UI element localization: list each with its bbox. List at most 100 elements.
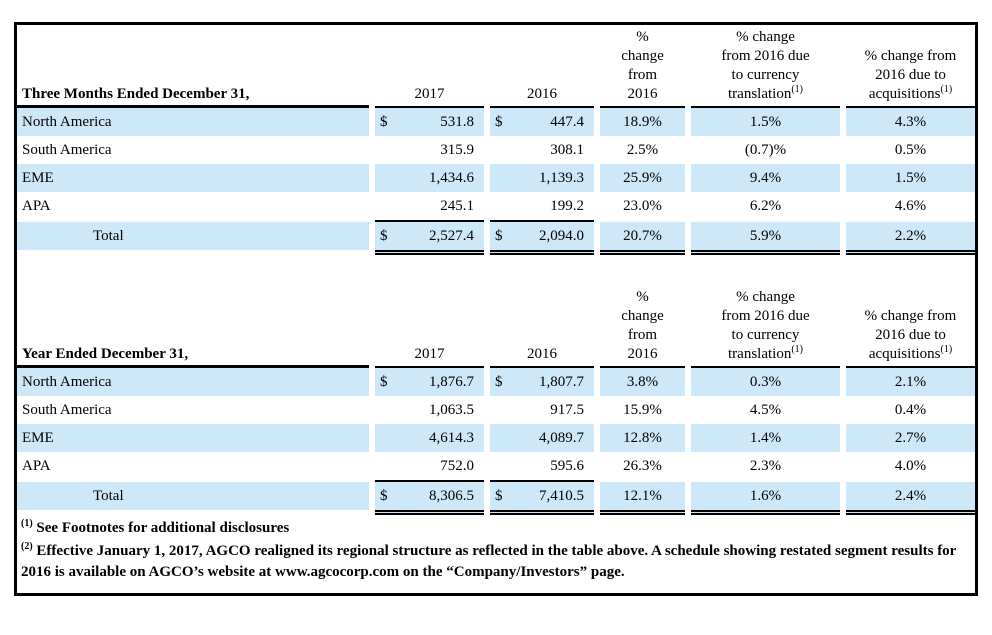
table-row-total: Total $2,527.4 $2,094.0 20.7% 5.9% 2.2% (17, 222, 975, 255)
footnote-marker: (2) (21, 541, 33, 552)
column-header-pct-acquisitions: % change from 2016 due to acquisitions(1… (846, 304, 975, 368)
table-row-total: Total $8,306.5 $7,410.5 12.1% 1.6% 2.4% (17, 482, 975, 515)
value-2017: 2,527.4 (429, 227, 474, 244)
column-header-pct-change: % change from 2016 (600, 25, 685, 108)
column-header-pct-acquisitions: % change from 2016 due to acquisitions(1… (846, 44, 975, 108)
value-2017: 315.9 (440, 141, 474, 158)
column-header-2017: 2017 (375, 342, 484, 368)
footnote-ref-1: (1) (791, 344, 803, 355)
value-2016: 4,089.7 (539, 429, 584, 446)
pct-change: 15.9% (623, 401, 662, 418)
region-label: APA (22, 457, 51, 474)
pct-change: 26.3% (623, 457, 662, 474)
value-2016: 1,139.3 (539, 169, 584, 186)
column-header-pct-currency: % change from 2016 due to currency trans… (691, 25, 840, 108)
header-row: Year Ended December 31, 2017 2016 % chan… (17, 255, 975, 368)
pct-change-currency: 9.4% (691, 164, 840, 192)
dollar-sign: $ (495, 487, 503, 504)
pct-change-currency: 6.2% (749, 197, 782, 214)
pct-change-acquisitions: 2.7% (846, 424, 975, 452)
column-header-pct-currency: % change from 2016 due to currency trans… (691, 285, 840, 368)
value-2016: 308.1 (550, 141, 584, 158)
pct-change-acquisitions: 1.5% (846, 164, 975, 192)
table-row-south-america: South America 1,063.5 917.5 15.9% 4.5% 0… (17, 396, 975, 424)
region-label: EME (17, 424, 369, 452)
pct-change: 23.0% (623, 197, 662, 214)
value-2016: 2,094.0 (539, 227, 584, 244)
pct-change-acquisitions: 2.4% (846, 482, 975, 515)
pct-change-acquisitions: 2.1% (846, 368, 975, 396)
value-2017: 1,876.7 (429, 373, 474, 390)
value-2017: 1,434.6 (429, 169, 474, 186)
pct-change-currency: 5.9% (691, 222, 840, 255)
pct-change-currency: 1.4% (691, 424, 840, 452)
table-row-north-america: North America $531.8 $447.4 18.9% 1.5% 4… (17, 108, 975, 136)
table-row-apa: APA 245.1 199.2 23.0% 6.2% 4.6% (17, 192, 975, 222)
value-2017: 8,306.5 (429, 487, 474, 504)
footnote-2: (2) Effective January 1, 2017, AGCO real… (21, 541, 965, 583)
pct-change: 20.7% (600, 222, 685, 255)
pct-change-acquisitions: 2.2% (846, 222, 975, 255)
value-2016: 447.4 (550, 113, 584, 130)
footnote-text: Effective January 1, 2017, AGCO realigne… (21, 543, 957, 580)
column-header-pct-change: % change from 2016 (600, 285, 685, 368)
table-row-apa: APA 752.0 595.6 26.3% 2.3% 4.0% (17, 452, 975, 482)
dollar-sign: $ (380, 227, 388, 244)
pct-change: 12.8% (600, 424, 685, 452)
table-row-north-america: North America $1,876.7 $1,807.7 3.8% 0.3… (17, 368, 975, 396)
table-title: Three Months Ended December 31, (17, 86, 369, 108)
pct-change-currency: (0.7)% (744, 141, 787, 158)
footnote-1: (1) See Footnotes for additional disclos… (21, 518, 965, 539)
footnote-ref-1: (1) (940, 84, 953, 95)
value-2016: 917.5 (550, 401, 584, 418)
pct-change-acquisitions: 4.0% (894, 457, 927, 474)
dollar-sign: $ (380, 487, 388, 504)
pct-change: 3.8% (600, 368, 685, 396)
pct-change-acquisitions: 0.4% (894, 401, 927, 418)
pct-change-currency: 0.3% (691, 368, 840, 396)
value-2017: 752.0 (440, 457, 474, 474)
pct-change: 2.5% (626, 141, 659, 158)
value-2017: 245.1 (440, 197, 474, 214)
year-ended-table: Year Ended December 31, 2017 2016 % chan… (17, 255, 975, 515)
pct-change-currency: 1.5% (691, 108, 840, 136)
region-label: APA (22, 197, 51, 214)
three-months-table: Three Months Ended December 31, 2017 201… (17, 25, 975, 255)
region-label: North America (17, 108, 369, 136)
total-label: Total (17, 222, 369, 250)
column-header-2017: 2017 (375, 82, 484, 108)
pct-change-currency: 4.5% (749, 401, 782, 418)
column-header-2016: 2016 (490, 342, 594, 368)
pct-change: 18.9% (600, 108, 685, 136)
region-label: EME (17, 164, 369, 192)
value-2017: 4,614.3 (429, 429, 474, 446)
pct-change: 25.9% (600, 164, 685, 192)
table-row-south-america: South America 315.9 308.1 2.5% (0.7)% 0.… (17, 136, 975, 164)
footnote-text: See Footnotes for additional disclosures (36, 520, 290, 536)
region-label: South America (22, 141, 112, 158)
value-2016: 1,807.7 (539, 373, 584, 390)
pct-change-currency: 2.3% (749, 457, 782, 474)
footnote-marker: (1) (21, 518, 33, 529)
pct-change: 12.1% (600, 482, 685, 515)
pct-change-acquisitions: 0.5% (894, 141, 927, 158)
value-2016: 595.6 (550, 457, 584, 474)
region-label: South America (22, 401, 112, 418)
value-2017: 1,063.5 (429, 401, 474, 418)
value-2016: 7,410.5 (539, 487, 584, 504)
footnotes-section: (1) See Footnotes for additional disclos… (17, 515, 975, 593)
pct-change-currency: 1.6% (691, 482, 840, 515)
total-label: Total (17, 482, 369, 510)
dollar-sign: $ (380, 113, 388, 130)
table-title: Year Ended December 31, (17, 346, 369, 368)
pct-change-acquisitions: 4.3% (846, 108, 975, 136)
dollar-sign: $ (380, 373, 388, 390)
pct-change-acquisitions: 4.6% (894, 197, 927, 214)
table-row-eme: EME 1,434.6 1,139.3 25.9% 9.4% 1.5% (17, 164, 975, 192)
dollar-sign: $ (495, 373, 503, 390)
dollar-sign: $ (495, 227, 503, 244)
header-row: Three Months Ended December 31, 2017 201… (17, 25, 975, 108)
footnote-ref-1: (1) (940, 344, 953, 355)
value-2017: 531.8 (440, 113, 474, 130)
dollar-sign: $ (495, 113, 503, 130)
